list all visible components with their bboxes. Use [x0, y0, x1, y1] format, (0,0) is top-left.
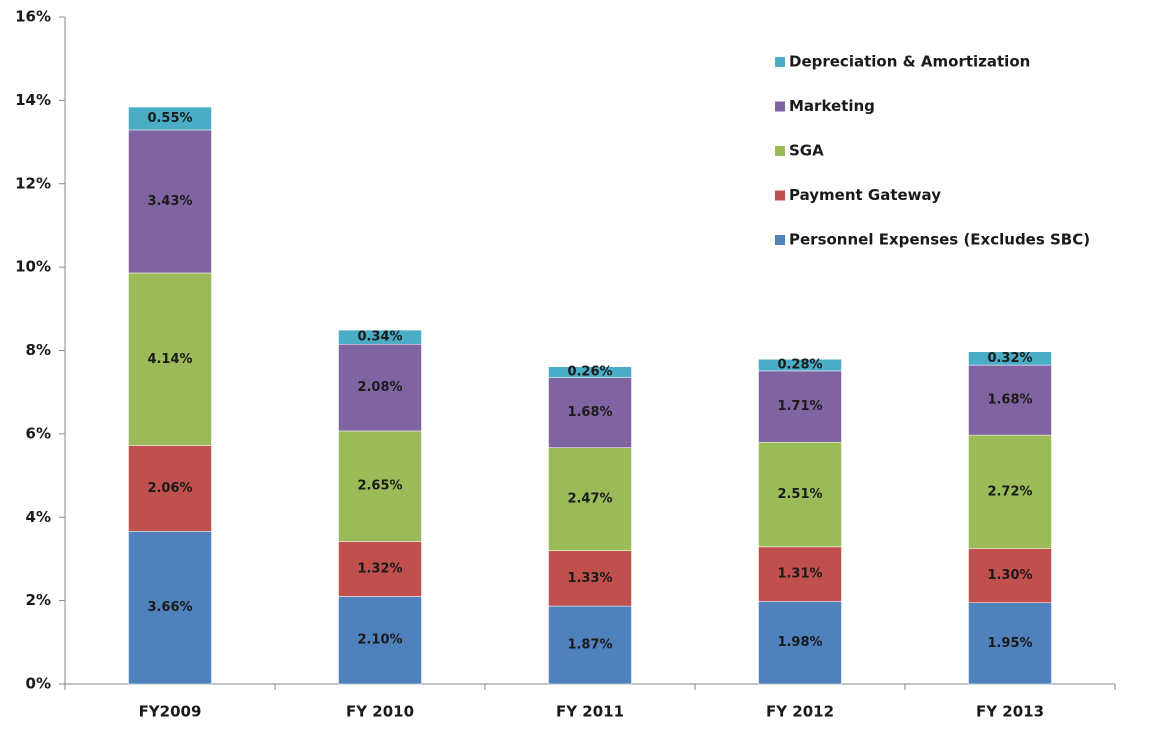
x-tick-label: FY 2012: [766, 703, 834, 721]
data-label: 2.10%: [357, 633, 402, 648]
y-tick-label: 6%: [26, 424, 51, 442]
y-tick-label: 4%: [26, 508, 51, 526]
data-label: 1.32%: [357, 561, 402, 576]
data-label: 3.66%: [147, 600, 192, 615]
data-label: 2.72%: [987, 484, 1032, 499]
legend-swatch: [775, 146, 785, 156]
data-label: 0.26%: [567, 365, 612, 380]
data-label: 1.95%: [987, 636, 1032, 651]
legend-swatch: [775, 102, 785, 112]
data-label: 2.06%: [147, 481, 192, 496]
data-label: 1.71%: [777, 399, 822, 414]
data-label: 3.43%: [147, 194, 192, 209]
y-tick-label: 8%: [26, 341, 51, 359]
data-label: 1.98%: [777, 635, 822, 650]
data-label: 4.14%: [147, 352, 192, 367]
x-tick-label: FY2009: [139, 703, 202, 721]
data-label: 1.68%: [567, 405, 612, 420]
data-label: 0.34%: [357, 330, 402, 345]
legend-swatch: [775, 57, 785, 67]
y-tick-label: 0%: [26, 675, 51, 693]
y-tick-label: 2%: [26, 591, 51, 609]
x-tick-label: FY 2010: [346, 703, 414, 721]
y-tick-label: 14%: [15, 91, 51, 109]
data-label: 1.87%: [567, 638, 612, 653]
data-label: 0.32%: [987, 351, 1032, 366]
legend-label: Personnel Expenses (Excludes SBC): [789, 231, 1090, 249]
data-label: 2.51%: [777, 487, 822, 502]
data-label: 2.47%: [567, 492, 612, 507]
legend-swatch: [775, 235, 785, 245]
data-label: 1.33%: [567, 571, 612, 586]
x-tick-label: FY 2011: [556, 703, 624, 721]
legend-label: Payment Gateway: [789, 186, 941, 204]
x-tick-label: FY 2013: [976, 703, 1044, 721]
chart: 0% 2% 4% 6% 8% 10% 12% 14% 16% FY2009 3.66% 2.06% 4.…: [0, 0, 1161, 732]
legend-label: Depreciation & Amortization: [789, 53, 1030, 71]
legend-label: SGA: [789, 142, 824, 160]
y-tick-label: 16%: [15, 8, 51, 26]
data-label: 0.28%: [777, 358, 822, 373]
legend-label: Marketing: [789, 97, 875, 115]
data-label: 1.30%: [987, 568, 1032, 583]
y-tick-label: 10%: [15, 258, 51, 276]
data-label: 1.68%: [987, 393, 1032, 408]
data-label: 2.65%: [357, 479, 402, 494]
data-label: 0.55%: [147, 111, 192, 126]
y-tick-label: 12%: [15, 174, 51, 192]
data-label: 1.31%: [777, 567, 822, 582]
legend-swatch: [775, 191, 785, 201]
data-label: 2.08%: [357, 380, 402, 395]
